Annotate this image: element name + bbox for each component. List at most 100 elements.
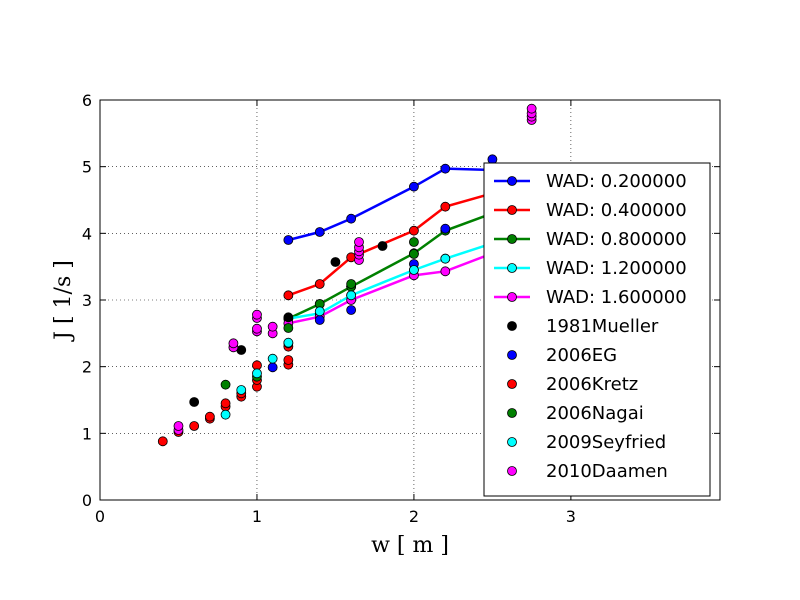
legend-entry: 2010Daamen (507, 461, 668, 482)
legend-label: 2006EG (546, 345, 617, 366)
legend-label: 2006Nagai (546, 403, 644, 424)
series-line (287, 212, 493, 320)
line-marker (440, 201, 451, 212)
axis-ticks: 0 1 2 3 0 1 2 3 4 5 6 (82, 91, 720, 526)
line-marker (283, 235, 294, 245)
legend-marker-swatch (507, 379, 517, 389)
scatter-point (409, 265, 419, 275)
scatter-point (346, 305, 357, 315)
scatter-point (252, 323, 262, 334)
legend-entry: 2009Seyfried (507, 432, 666, 453)
legend-label: 1981Mueller (546, 316, 659, 337)
legend-entry: 2006EG (507, 345, 617, 366)
x-tick-label: 0 (95, 507, 105, 526)
line-marker (409, 181, 419, 192)
series-2009seyfried (220, 253, 451, 420)
series-line (288, 242, 493, 320)
legend-marker-swatch (507, 292, 517, 302)
legend-entry: WAD: 0.800000 (494, 229, 687, 250)
y-tick-label: 2 (82, 358, 92, 377)
legend-marker-swatch (507, 466, 517, 476)
legend-entry: WAD: 1.600000 (494, 287, 687, 308)
line-marker (346, 213, 357, 224)
scatter-point (283, 355, 294, 365)
scatter-point (220, 398, 231, 409)
scatter-point (267, 353, 278, 364)
y-tick-label: 6 (82, 91, 92, 110)
scatter-point (346, 279, 357, 289)
scatter-point (409, 237, 419, 247)
line-marker (440, 163, 451, 174)
scatter-point (409, 249, 419, 259)
line-marker (440, 266, 451, 277)
legend-marker-swatch (507, 263, 517, 273)
scatter-point (283, 337, 294, 348)
scatter-point (314, 315, 325, 325)
legend-label: WAD: 1.600000 (546, 287, 687, 308)
scatter-point (204, 411, 215, 422)
scatter-point (173, 421, 184, 431)
series-line (288, 167, 493, 242)
line-marker (314, 227, 325, 237)
legend-label: 2010Daamen (546, 461, 668, 482)
legend-entry: 2006Kretz (507, 374, 638, 395)
y-tick-label: 0 (82, 491, 92, 510)
legend-marker-swatch (507, 408, 517, 418)
scatter-point (346, 290, 357, 301)
legend-box (483, 162, 711, 497)
scatter-point (157, 436, 168, 447)
series-2010daamen (173, 103, 537, 435)
series-wad-0-200000 (283, 163, 498, 245)
scatter-point (267, 321, 278, 332)
legend-label: 2006Kretz (546, 374, 638, 395)
scatter-point (440, 253, 451, 264)
scatter-point (526, 103, 537, 114)
scatter-point (330, 257, 341, 267)
legend-label: WAD: 0.400000 (546, 200, 687, 221)
legend-label: 2009Seyfried (546, 432, 666, 453)
legend-entry: 2006Nagai (507, 403, 644, 424)
legend-label: WAD: 1.200000 (546, 258, 687, 279)
y-tick-label: 3 (82, 291, 92, 310)
scatter-point (252, 368, 262, 379)
legend-marker-swatch (507, 176, 517, 186)
scatter-point (354, 237, 364, 247)
scatter-point (314, 306, 325, 317)
legend: WAD: 0.200000 WAD: 0.400000 WAD: 0.800000 W… (483, 162, 711, 497)
legend-entry: WAD: 0.200000 (494, 171, 687, 192)
scatter-point (228, 338, 239, 349)
y-tick-label: 5 (82, 158, 92, 177)
scatter-point (189, 421, 200, 431)
legend-marker-swatch (507, 205, 517, 215)
y-tick-label: 4 (82, 224, 92, 243)
scatter-point (440, 223, 451, 234)
scatter-point (377, 241, 388, 251)
scatter-point (283, 312, 294, 323)
scatter-point (487, 154, 498, 165)
y-axis-label: J [ 1/s ] (51, 260, 76, 342)
y-tick-label: 1 (82, 424, 92, 443)
x-axis-label: w [ m ] (371, 533, 449, 558)
scatter-point (220, 379, 231, 390)
data-series (157, 103, 537, 447)
line-marker (409, 225, 419, 236)
scatter-point (220, 409, 231, 420)
x-tick-label: 3 (566, 507, 576, 526)
legend-entry: WAD: 0.400000 (494, 200, 687, 221)
legend-label: WAD: 0.200000 (546, 171, 687, 192)
scatter-point (236, 385, 247, 395)
scatter-point (267, 362, 278, 373)
legend-label: WAD: 0.800000 (546, 229, 687, 250)
legend-marker-swatch (507, 437, 517, 447)
series-line (288, 252, 493, 325)
legend-marker-swatch (507, 321, 517, 331)
series-1981mueller (189, 241, 388, 407)
scatter-point (189, 397, 200, 407)
scatter-point (283, 323, 294, 333)
line-marker (314, 279, 325, 289)
legend-marker-swatch (507, 234, 517, 244)
legend-entry: 1981Mueller (507, 316, 659, 337)
legend-entry: WAD: 1.200000 (494, 258, 687, 279)
x-tick-label: 1 (252, 507, 262, 526)
